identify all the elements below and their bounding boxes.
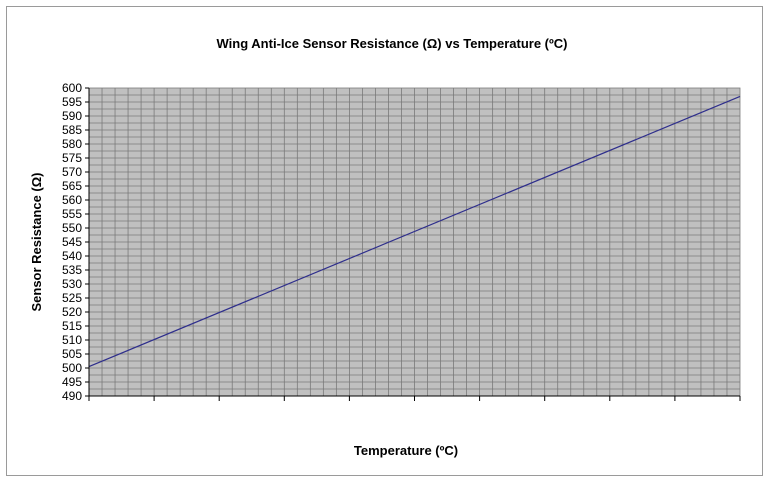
chart-title: Wing Anti-Ice Sensor Resistance (Ω) vs T… xyxy=(217,36,568,51)
y-tick-label: 555 xyxy=(62,207,82,221)
y-tick-label: 510 xyxy=(62,333,82,347)
y-tick-label: 535 xyxy=(62,263,82,277)
y-tick-label: 560 xyxy=(62,193,82,207)
y-tick-label: 525 xyxy=(62,291,82,305)
grid xyxy=(88,87,741,397)
chart-frame xyxy=(6,6,763,476)
y-tick-label: 540 xyxy=(62,249,82,263)
y-tick-label: 545 xyxy=(62,235,82,249)
x-ticks xyxy=(88,396,741,401)
y-tick-label: 495 xyxy=(62,375,82,389)
y-tick-label: 505 xyxy=(62,347,82,361)
y-tick-label: 575 xyxy=(62,151,82,165)
y-tick-label: 565 xyxy=(62,179,82,193)
y-tick-label: 595 xyxy=(62,95,82,109)
y-tick-label: 580 xyxy=(62,137,82,151)
x-axis-title: Temperature (ºC) xyxy=(354,443,458,458)
y-tick-label: 585 xyxy=(62,123,82,137)
y-tick-label: 550 xyxy=(62,221,82,235)
y-tick-label: 515 xyxy=(62,319,82,333)
y-tick-label: 490 xyxy=(62,389,82,403)
y-tick-label: 600 xyxy=(62,81,82,95)
y-axis-title: Sensor Resistance (Ω) xyxy=(29,172,44,311)
y-tick-label: 570 xyxy=(62,165,82,179)
y-ticks: 4904955005055105155205255305355405455505… xyxy=(62,81,89,403)
y-tick-label: 590 xyxy=(62,109,82,123)
series-line xyxy=(88,95,741,368)
y-tick-label: 520 xyxy=(62,305,82,319)
y-tick-label: 500 xyxy=(62,361,82,375)
y-tick-label: 530 xyxy=(62,277,82,291)
series-group xyxy=(88,95,741,368)
